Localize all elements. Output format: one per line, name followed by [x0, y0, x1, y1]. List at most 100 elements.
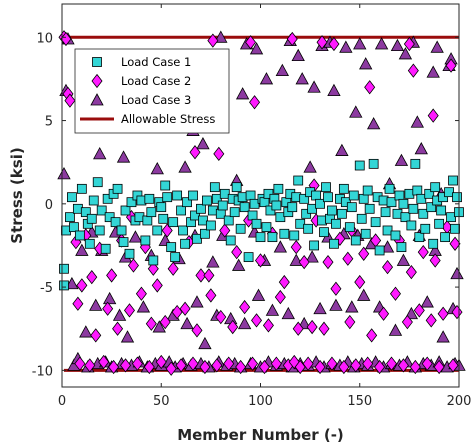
data-point — [90, 328, 102, 343]
data-point — [162, 192, 173, 203]
data-point — [231, 182, 242, 193]
data-point — [437, 306, 449, 321]
data-point — [286, 31, 298, 47]
data-point — [357, 288, 371, 301]
data-point — [75, 243, 89, 256]
data-point — [189, 145, 201, 160]
data-point — [315, 198, 325, 209]
data-point — [84, 238, 95, 249]
data-point — [235, 87, 250, 100]
data-point — [328, 36, 340, 52]
data-point — [166, 242, 177, 253]
legend-marker-triangle — [90, 93, 104, 106]
data-point — [434, 218, 445, 229]
data-point — [292, 321, 304, 336]
data-point — [229, 207, 240, 218]
data-point — [448, 175, 458, 186]
data-point — [59, 280, 69, 291]
data-point — [65, 212, 75, 223]
data-point — [102, 193, 113, 204]
data-point — [237, 316, 252, 330]
data-point — [271, 200, 282, 211]
data-point — [342, 251, 354, 266]
data-point — [307, 203, 318, 214]
data-point — [93, 147, 107, 160]
data-point — [350, 358, 362, 373]
data-point — [263, 188, 274, 199]
data-point — [86, 269, 98, 285]
data-point — [362, 356, 374, 371]
data-point — [450, 266, 464, 280]
data-point — [321, 182, 331, 193]
data-point — [249, 198, 260, 209]
data-point — [433, 359, 445, 375]
data-point — [102, 291, 117, 305]
data-point — [69, 222, 79, 233]
x-tick-label: 50 — [153, 394, 170, 409]
data-point — [191, 323, 203, 338]
data-point — [86, 213, 97, 224]
data-point — [428, 238, 439, 249]
data-point — [420, 223, 431, 234]
data-point — [259, 197, 270, 208]
data-point — [326, 356, 338, 371]
data-point — [436, 205, 447, 216]
data-point — [281, 306, 295, 320]
data-point — [279, 228, 290, 239]
data-point — [336, 208, 347, 219]
data-point — [353, 37, 367, 50]
data-point — [182, 197, 192, 208]
data-point — [175, 358, 187, 373]
axis-ticks: 0 50 100 150 200 -10 -5 0 5 10 — [32, 4, 471, 409]
x-tick-label: 0 — [58, 394, 66, 409]
data-point — [152, 225, 163, 236]
data-point — [161, 223, 173, 238]
data-point — [418, 208, 429, 219]
data-point — [92, 177, 103, 188]
data-point — [350, 235, 361, 246]
data-point — [190, 295, 204, 308]
data-point — [200, 228, 210, 239]
data-point — [192, 233, 202, 244]
data-point — [374, 245, 385, 256]
data-point — [239, 299, 251, 315]
data-point — [203, 268, 215, 283]
data-point — [160, 180, 171, 191]
data-point — [413, 303, 425, 318]
data-point — [390, 230, 401, 241]
data-point — [100, 243, 111, 254]
data-point — [259, 72, 274, 85]
data-point — [420, 295, 434, 308]
x-tick-label: 100 — [248, 394, 273, 409]
data-point — [306, 319, 318, 335]
data-point — [255, 232, 266, 243]
data-point — [225, 235, 236, 246]
data-point — [421, 356, 433, 371]
data-point — [261, 222, 272, 233]
data-point — [196, 203, 206, 214]
data-point — [108, 359, 120, 375]
data-point — [430, 182, 441, 193]
data-point — [116, 225, 127, 236]
data-point — [223, 356, 235, 371]
data-point — [199, 359, 211, 375]
data-point — [217, 200, 228, 211]
data-point — [340, 197, 351, 208]
data-point — [89, 298, 103, 311]
data-point — [316, 35, 328, 50]
data-point — [152, 320, 166, 333]
data-point — [235, 223, 246, 234]
data-point — [427, 108, 439, 123]
data-point — [438, 192, 449, 203]
data-point — [211, 193, 222, 204]
data-point — [273, 183, 284, 194]
data-point — [425, 313, 437, 328]
data-point — [295, 72, 309, 85]
data-point — [345, 300, 359, 313]
data-point — [219, 223, 231, 238]
data-point — [243, 252, 254, 263]
data-point — [178, 225, 188, 236]
data-point — [305, 250, 319, 263]
data-point — [344, 222, 355, 233]
